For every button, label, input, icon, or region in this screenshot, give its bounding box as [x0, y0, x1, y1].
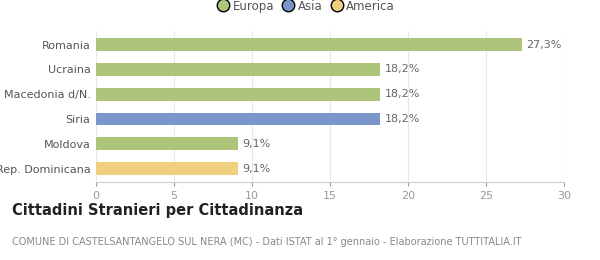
- Bar: [96, 38, 522, 51]
- Text: 27,3%: 27,3%: [527, 40, 562, 49]
- Text: 18,2%: 18,2%: [385, 89, 420, 99]
- Text: 9,1%: 9,1%: [242, 164, 271, 174]
- Bar: [96, 162, 238, 175]
- Text: COMUNE DI CASTELSANTANGELO SUL NERA (MC) - Dati ISTAT al 1° gennaio - Elaborazio: COMUNE DI CASTELSANTANGELO SUL NERA (MC)…: [12, 237, 521, 246]
- Bar: [96, 137, 238, 150]
- Text: 18,2%: 18,2%: [385, 114, 420, 124]
- Text: Cittadini Stranieri per Cittadinanza: Cittadini Stranieri per Cittadinanza: [12, 203, 303, 218]
- Bar: [96, 63, 380, 76]
- Text: 9,1%: 9,1%: [242, 139, 271, 149]
- Legend: Europa, Asia, America: Europa, Asia, America: [214, 0, 400, 17]
- Bar: [96, 88, 380, 101]
- Text: 18,2%: 18,2%: [385, 64, 420, 74]
- Bar: [96, 113, 380, 126]
